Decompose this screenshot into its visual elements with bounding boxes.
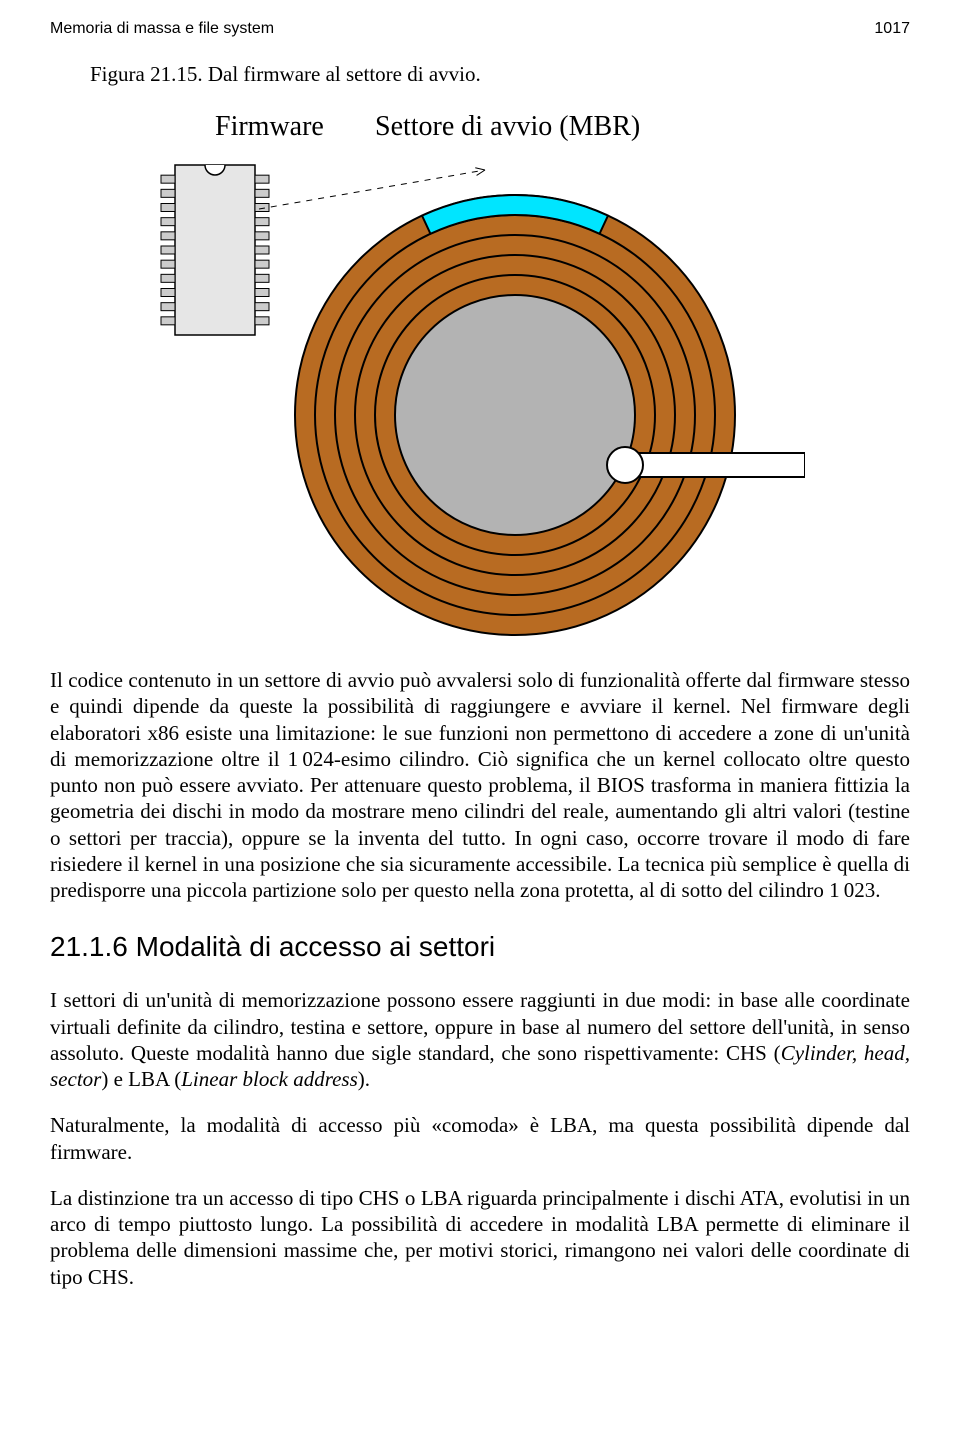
figure: Firmware Settore di avvio (MBR) [50,95,910,655]
figure-caption: Figura 21.15. Dal firmware al settore di… [90,62,910,87]
paragraph-1: Il codice contenuto in un settore di avv… [50,667,910,903]
paragraph-4: La distinzione tra un accesso di tipo CH… [50,1185,910,1290]
paragraph-3: Naturalmente, la modalità di accesso più… [50,1112,910,1165]
svg-text:Firmware: Firmware [215,111,324,142]
svg-text:Settore di avvio (MBR): Settore di avvio (MBR) [375,111,640,142]
header-title: Memoria di massa e file system [50,20,274,38]
p2-italic-2: Linear block address [181,1067,358,1091]
firmware-disk-diagram: Firmware Settore di avvio (MBR) [155,95,805,655]
page-number: 1017 [874,20,910,38]
paragraph-2: I settori di un'unità di memorizzazione … [50,987,910,1092]
p2-post: ). [358,1067,370,1091]
page-header: Memoria di massa e file system 1017 [50,20,910,38]
p2-mid: ) e LBA ( [101,1067,181,1091]
section-heading: 21.1.6 Modalità di accesso ai settori [50,931,910,963]
